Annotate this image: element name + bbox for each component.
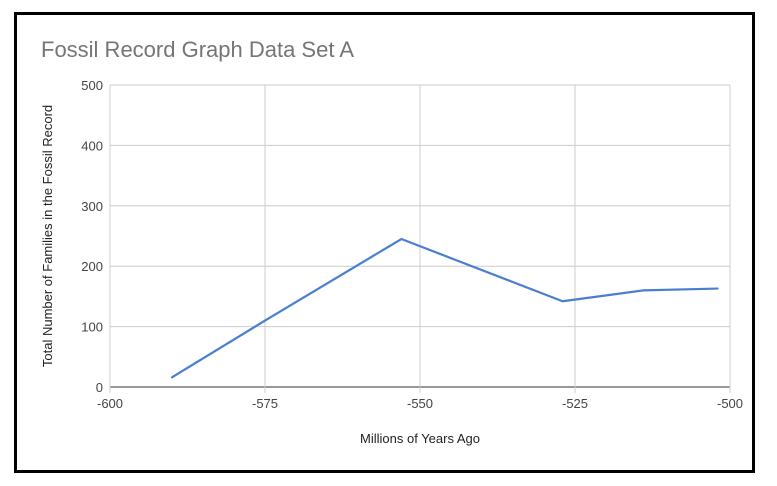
series-line bbox=[170, 237, 719, 379]
x-tick-label: -550 bbox=[407, 396, 433, 411]
y-tick-label: 500 bbox=[81, 78, 103, 93]
y-tick-label: 200 bbox=[81, 259, 103, 274]
y-tick-label: 100 bbox=[81, 320, 103, 335]
x-tick-label: -575 bbox=[252, 396, 278, 411]
y-tick-label: 0 bbox=[96, 380, 103, 395]
y-axis-label: Total Number of Families in the Fossil R… bbox=[40, 105, 55, 367]
x-tick-labels: -600 -575 -550 -525 -500 bbox=[97, 396, 743, 411]
y-tick-label: 300 bbox=[81, 199, 103, 214]
x-tick-label: -600 bbox=[97, 396, 123, 411]
chart-title: Fossil Record Graph Data Set A bbox=[41, 37, 354, 62]
chart-frame bbox=[14, 12, 755, 473]
series-lines bbox=[170, 237, 719, 379]
x-tick-label: -500 bbox=[717, 396, 743, 411]
grid bbox=[109, 84, 731, 393]
x-axis-label: Millions of Years Ago bbox=[360, 431, 480, 446]
x-tick-label: -525 bbox=[562, 396, 588, 411]
y-tick-label: 400 bbox=[81, 138, 103, 153]
y-tick-labels: 0 100 200 300 400 500 bbox=[81, 78, 103, 395]
